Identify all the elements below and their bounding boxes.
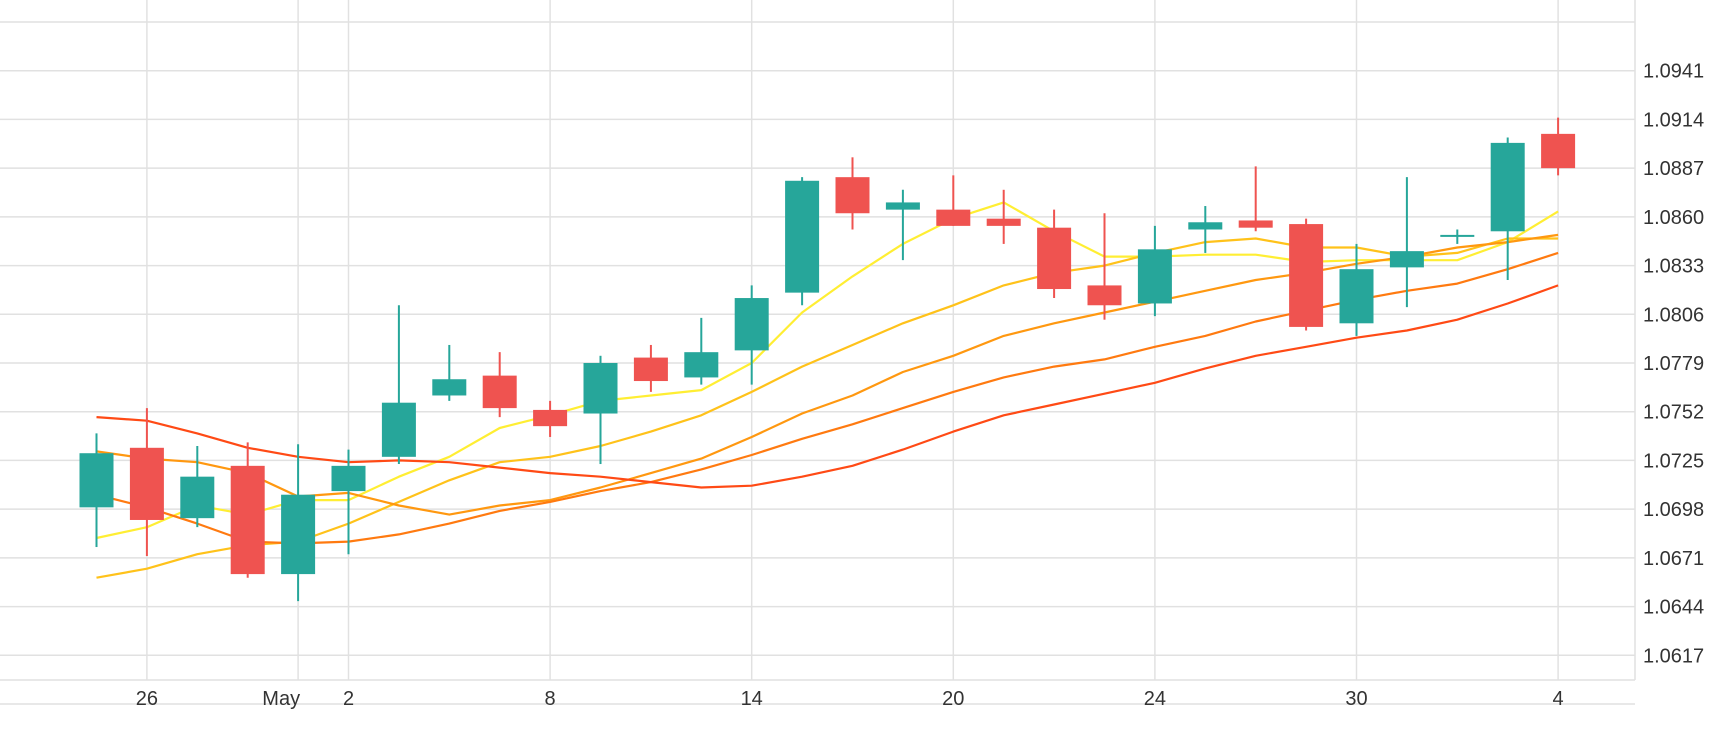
candle (1238, 166, 1273, 232)
x-tick-label: 2 (343, 688, 354, 710)
candle-body (684, 352, 719, 378)
candle (533, 400, 568, 437)
candle (583, 355, 618, 465)
candle (1037, 209, 1072, 299)
candle (1440, 229, 1475, 244)
moving-average-lines (96, 201, 1559, 579)
candle (230, 442, 265, 578)
x-tick-label: 24 (1144, 688, 1166, 710)
y-tick-label: 1.0806 (1643, 304, 1704, 326)
candle (885, 189, 920, 261)
x-tick-label: 14 (741, 688, 763, 710)
y-tick-label: 1.0833 (1643, 256, 1704, 278)
y-tick-label: 1.0617 (1643, 645, 1704, 667)
candle-body (835, 177, 870, 214)
candle-body (633, 357, 668, 382)
candle-body (1037, 227, 1072, 290)
candle-body (1490, 142, 1525, 232)
candle-body (734, 298, 769, 351)
candle (381, 305, 416, 465)
candle-body (1389, 251, 1424, 268)
candle (482, 352, 517, 418)
y-tick-label: 1.0698 (1643, 499, 1704, 521)
candle-body (129, 447, 164, 520)
candle (936, 175, 971, 226)
x-tick-label: 8 (545, 688, 556, 710)
candle-body (281, 494, 316, 575)
candle-body (230, 465, 265, 575)
candle-body (1238, 220, 1273, 228)
candle (281, 444, 316, 602)
candle-body (1137, 249, 1172, 304)
x-tick-label: 30 (1345, 688, 1367, 710)
candle-body (1440, 234, 1475, 237)
candle-body (482, 375, 517, 409)
candle (432, 344, 467, 401)
candle-body (986, 218, 1021, 226)
candle (1339, 243, 1374, 336)
y-tick-label: 1.0887 (1643, 158, 1704, 180)
y-tick-label: 1.0725 (1643, 450, 1704, 472)
candles (79, 117, 1576, 602)
x-tick-label: May (262, 688, 300, 710)
candle (835, 157, 870, 230)
candle-body (331, 465, 366, 492)
candle (986, 189, 1021, 244)
candle (1389, 177, 1424, 308)
x-tick-label: 20 (942, 688, 964, 710)
moving-average-line-2 (96, 237, 1559, 579)
candle-body (381, 402, 416, 457)
moving-average-line-5 (96, 284, 1559, 489)
candle (79, 433, 114, 548)
candle-body (1289, 224, 1324, 327)
candle-body (1188, 222, 1223, 230)
y-tick-label: 1.0779 (1643, 353, 1704, 375)
candle-body (432, 379, 467, 396)
candle (633, 344, 668, 392)
moving-average-line-1 (96, 201, 1559, 540)
y-tick-label: 1.0860 (1643, 207, 1704, 229)
candle (1289, 218, 1324, 331)
candle (734, 285, 769, 385)
y-tick-label: 1.0644 (1643, 597, 1704, 619)
candle (785, 177, 820, 306)
candle-body (785, 180, 820, 293)
candle (1137, 225, 1172, 317)
y-axis: 1.0941 1.0914 1.0887 1.0860 1.0833 1.0806 1.07… (1643, 61, 1704, 668)
x-axis: 26 May 2 8 14 20 24 30 4 (136, 688, 1564, 710)
candle (1087, 213, 1122, 320)
y-tick-label: 1.0914 (1643, 109, 1704, 131)
y-tick-label: 1.0671 (1643, 548, 1704, 570)
y-tick-label: 1.0752 (1643, 402, 1704, 424)
candle (129, 408, 164, 557)
candle-body (885, 202, 920, 210)
candle (684, 317, 719, 385)
x-tick-label: 4 (1553, 688, 1564, 710)
moving-average-line-3 (96, 233, 1559, 516)
candle-body (583, 363, 618, 414)
candle-body (180, 476, 215, 519)
x-tick-label: 26 (136, 688, 158, 710)
candle (1541, 117, 1576, 176)
candle-body (1541, 133, 1576, 169)
candle-body (533, 409, 568, 427)
y-tick-label: 1.0941 (1643, 61, 1704, 83)
candle-body (936, 209, 971, 226)
grid (0, 0, 1636, 705)
candle (1490, 137, 1525, 281)
candle-body (1087, 285, 1122, 306)
candle-body (1339, 269, 1374, 324)
candle (1188, 206, 1223, 253)
candle (180, 445, 215, 528)
candle-body (79, 453, 114, 508)
candle (331, 449, 366, 555)
